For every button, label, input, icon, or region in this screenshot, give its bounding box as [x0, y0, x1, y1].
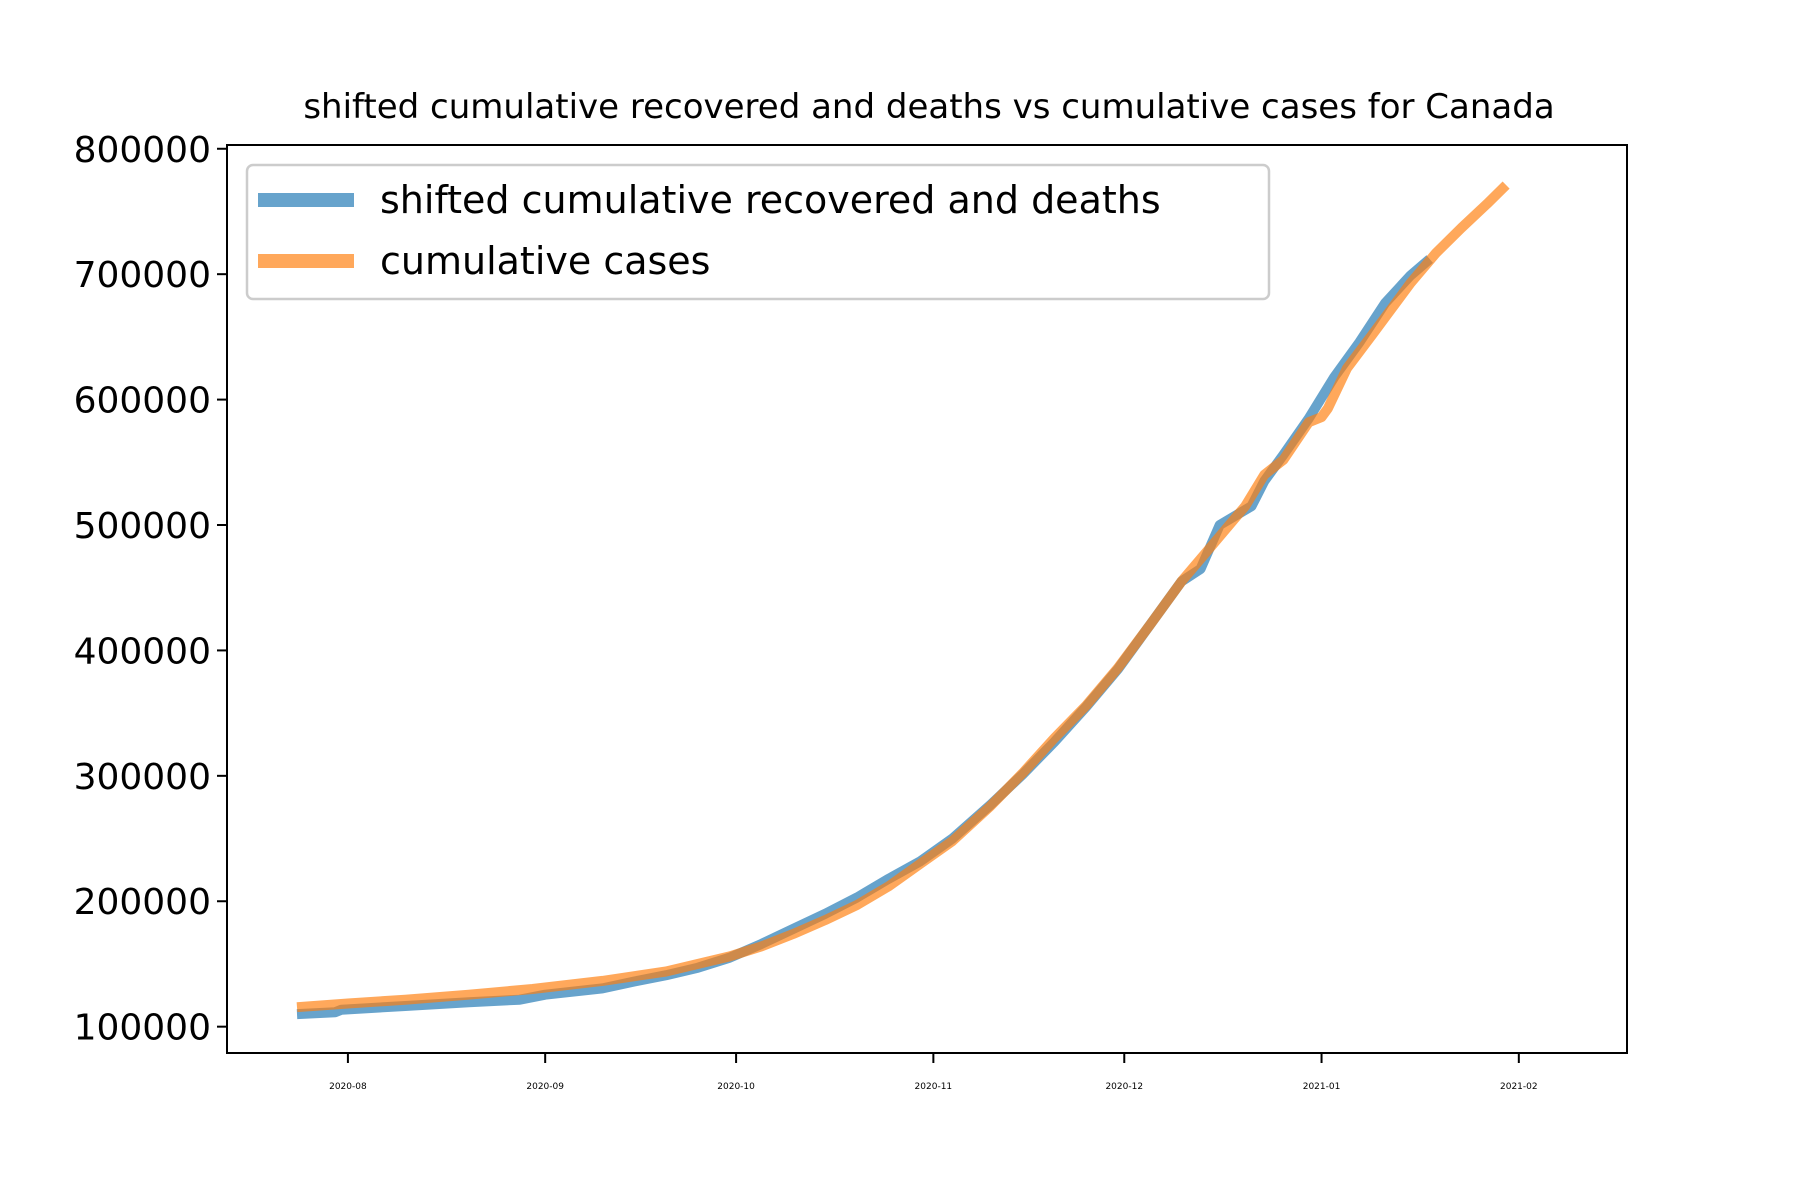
y-tick-label: 400000	[74, 631, 211, 672]
x-tick-label: 2020-09	[526, 1082, 564, 1092]
plot-frame	[226, 144, 1628, 1054]
y-tick-label: 500000	[74, 506, 211, 547]
series-line-cumulative-cases	[296, 181, 1510, 1013]
x-tick-label: 2021-02	[1500, 1082, 1538, 1092]
x-axis: 2020-08 2020-09 2020-10 2020-11 2020-12 2021-…	[329, 1053, 1538, 1092]
plot-lines	[296, 181, 1510, 1020]
x-tick-label: 2021-01	[1303, 1082, 1341, 1092]
x-tick-label: 2020-11	[915, 1082, 953, 1092]
y-tick-label: 300000	[74, 757, 211, 798]
y-tick-label: 600000	[74, 381, 211, 422]
x-tick-label: 2020-12	[1105, 1082, 1143, 1092]
y-tick-label: 200000	[74, 882, 211, 923]
x-tick-label: 2020-10	[717, 1082, 755, 1092]
y-tick-label: 800000	[74, 130, 211, 171]
chart-title: shifted cumulative recovered and deaths …	[303, 87, 1554, 127]
x-tick-label: 2020-08	[329, 1082, 367, 1092]
legend-box	[245, 163, 1271, 301]
legend-label-recovered-deaths: shifted cumulative recovered and deaths	[380, 178, 1161, 222]
legend: shifted cumulative recovered and deaths …	[245, 163, 1271, 301]
legend-label-cumulative-cases: cumulative cases	[380, 239, 710, 283]
y-tick-label: 700000	[74, 255, 211, 296]
y-tick-label: 100000	[74, 1008, 211, 1049]
y-axis: 100000 200000 300000 400000 500000 600000 7000…	[74, 130, 227, 1049]
